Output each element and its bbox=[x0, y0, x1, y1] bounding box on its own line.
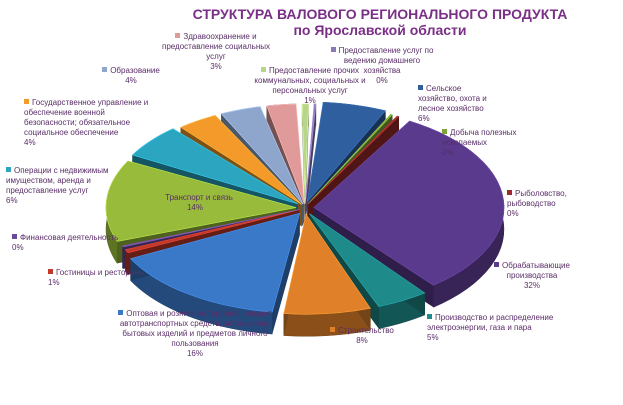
pie-slice-3 bbox=[313, 120, 505, 286]
slice-value-label: 4% bbox=[24, 138, 36, 147]
slice-label-13: Здравоохранение и предоставление социаль… bbox=[162, 32, 270, 72]
slice-label-text: Государственное управление и обеспечение… bbox=[24, 98, 149, 137]
slice-legend-marker bbox=[330, 47, 336, 52]
slice-value-label: 0% bbox=[507, 209, 519, 218]
slice-label-3: Обрабатывающие производства 32% bbox=[482, 261, 582, 291]
slice-label-9: Транспорт и связь 14% bbox=[140, 193, 250, 213]
slice-value-label: 1% bbox=[48, 278, 60, 287]
slice-label-text: Оптовая и розничная торговля; ремонт авт… bbox=[119, 309, 272, 348]
slice-legend-marker bbox=[175, 33, 181, 38]
slice-label-text: Добыча полезных ископаемых bbox=[442, 128, 517, 147]
slice-label-text: Предоставление услуг по ведению домашнег… bbox=[338, 46, 434, 75]
slice-label-7: Гостиницы и рестораны 1% bbox=[48, 268, 168, 288]
slice-value-label: 1% bbox=[304, 96, 316, 105]
slice-label-text: Рыболовство, рыбоводство bbox=[507, 189, 567, 208]
slice-label-4: Производство и распределение электроэнер… bbox=[427, 313, 557, 343]
slice-legend-marker bbox=[12, 234, 17, 239]
slice-label-2: Рыболовство, рыбоводство 0% bbox=[507, 189, 617, 219]
slice-label-text: Производство и распределение электроэнер… bbox=[427, 313, 554, 332]
slice-label-0: Сельское хозяйство, охота и лесное хозяй… bbox=[418, 84, 500, 124]
slice-label-12: Образование 4% bbox=[96, 66, 166, 86]
slice-label-text: Операции с недвижимым имуществом, аренда… bbox=[6, 166, 109, 195]
slice-value-label: 6% bbox=[6, 196, 18, 205]
slice-label-text: Транспорт и связь bbox=[165, 193, 233, 202]
pie-slice-2 bbox=[307, 115, 400, 205]
slice-label-10: Операции с недвижимым имуществом, аренда… bbox=[6, 166, 116, 206]
slice-value-label: 3% bbox=[210, 62, 222, 71]
slice-value-label: 6% bbox=[418, 114, 430, 123]
slice-legend-marker bbox=[418, 85, 423, 90]
pie-slice-7 bbox=[124, 209, 300, 254]
slice-legend-marker bbox=[102, 67, 108, 72]
pie-slice-edge bbox=[272, 213, 300, 335]
slice-label-11: Государственное управление и обеспечение… bbox=[24, 98, 154, 148]
slice-legend-marker bbox=[427, 314, 432, 319]
slice-label-text: Предоставление прочих коммунальных, соци… bbox=[254, 66, 366, 95]
slice-label-1: Добыча полезных ископаемых 0% bbox=[442, 128, 552, 158]
pie-slice-10 bbox=[131, 128, 299, 205]
slice-value-label: 5% bbox=[427, 333, 439, 342]
pie-slice-8 bbox=[122, 209, 300, 248]
pie-slice-4 bbox=[309, 213, 426, 307]
slice-value-label: 16% bbox=[186, 349, 203, 358]
pie-slice-edge bbox=[305, 103, 316, 226]
chart-title-line-1: СТРУКТУРА ВАЛОВОГО РЕГИОНАЛЬНОГО ПРОДУКТ… bbox=[192, 6, 568, 22]
slice-label-5: Строительство 8% bbox=[322, 326, 402, 346]
slice-label-text: Строительство bbox=[338, 326, 394, 335]
slice-legend-marker bbox=[48, 269, 53, 274]
slice-legend-marker bbox=[6, 167, 11, 172]
pie-slice-5 bbox=[283, 213, 371, 315]
pie-slice-15 bbox=[305, 103, 317, 204]
slice-legend-marker bbox=[507, 190, 512, 195]
slice-label-text: Гостиницы и рестораны bbox=[56, 268, 145, 277]
slice-value-label: 32% bbox=[523, 281, 540, 290]
chart-title: СТРУКТУРА ВАЛОВОГО РЕГИОНАЛЬНОГО ПРОДУКТ… bbox=[190, 6, 570, 38]
slice-label-14: Предоставление прочих коммунальных, соци… bbox=[244, 66, 376, 106]
pie-slice-0 bbox=[306, 101, 386, 203]
slice-label-8: Финансовая деятельность 0% bbox=[12, 233, 132, 253]
pie-slice-9 bbox=[105, 160, 297, 242]
slice-value-label: 0% bbox=[376, 76, 388, 85]
slice-label-text: Сельское хозяйство, охота и лесное хозяй… bbox=[418, 84, 487, 113]
pie-slice-13 bbox=[266, 103, 305, 204]
slice-legend-marker bbox=[442, 129, 447, 134]
slice-legend-marker bbox=[494, 262, 500, 267]
pie-tops bbox=[105, 101, 505, 315]
slice-value-label: 8% bbox=[356, 336, 368, 345]
slice-value-label: 0% bbox=[442, 148, 454, 157]
slice-legend-marker bbox=[260, 67, 266, 72]
pie-slice-6 bbox=[129, 212, 301, 313]
slice-legend-marker bbox=[330, 327, 336, 332]
slice-label-text: Образование bbox=[110, 66, 160, 75]
slice-label-6: Оптовая и розничная торговля; ремонт авт… bbox=[110, 309, 280, 359]
slice-label-text: Здравоохранение и предоставление социаль… bbox=[162, 32, 270, 61]
slice-value-label: 4% bbox=[125, 76, 137, 85]
pie-slice-12 bbox=[220, 106, 304, 205]
slice-label-text: Финансовая деятельность bbox=[20, 233, 119, 242]
slice-legend-marker bbox=[157, 194, 163, 199]
pie-slice-14 bbox=[301, 103, 309, 204]
slice-label-text: Обрабатывающие производства bbox=[502, 261, 570, 280]
pie-slice-1 bbox=[307, 113, 393, 205]
pie-slice-11 bbox=[180, 115, 302, 205]
slice-legend-marker bbox=[118, 310, 124, 315]
slice-value-label: 0% bbox=[12, 243, 24, 252]
slice-legend-marker bbox=[24, 99, 29, 104]
slice-value-label: 14% bbox=[186, 203, 203, 212]
slice-label-15: Предоставление услуг по ведению домашнег… bbox=[328, 46, 436, 86]
chart-title-line-2: по Ярославской области bbox=[293, 22, 467, 38]
